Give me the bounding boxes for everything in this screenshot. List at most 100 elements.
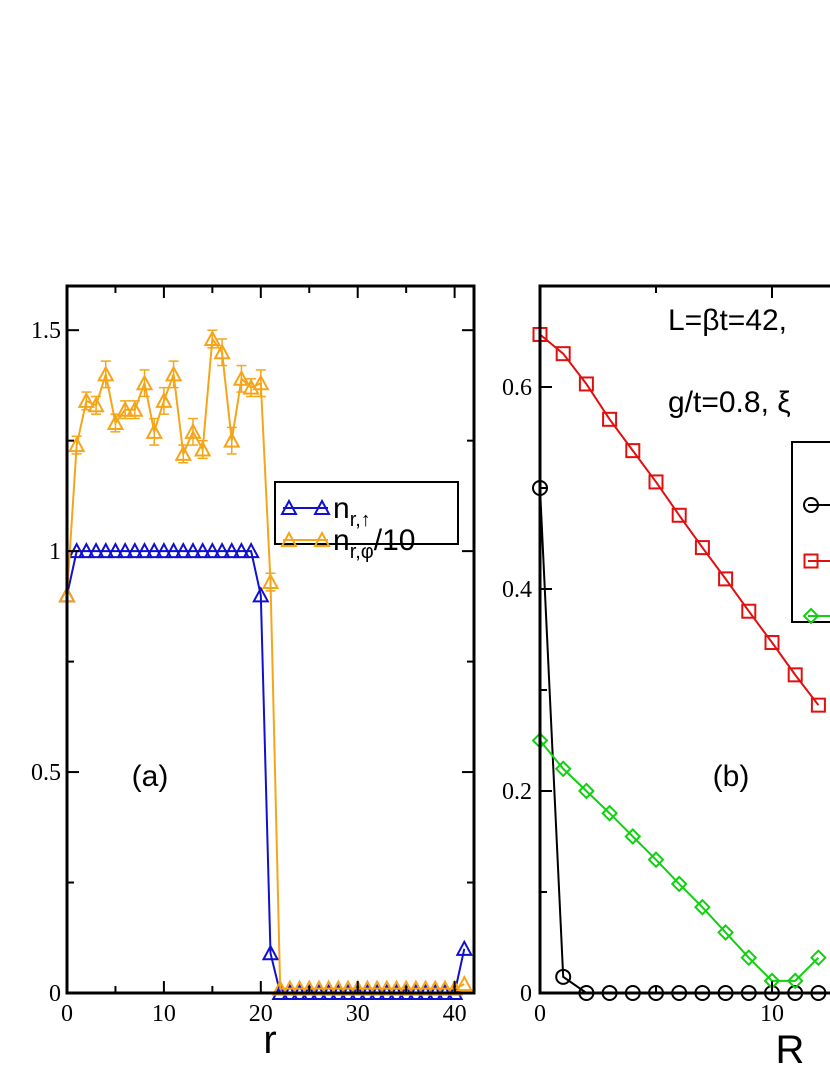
data-point <box>252 586 270 603</box>
legend-marker <box>803 553 819 569</box>
data-point <box>223 542 241 559</box>
y-tick-label-b: 0.4 <box>502 577 532 603</box>
x-tick-label-b: 0 <box>534 1001 546 1027</box>
data-point <box>203 542 222 559</box>
legend-label: nr,φ/10 <box>333 524 416 563</box>
y-tick-label-b: 0.2 <box>502 779 532 805</box>
legend-marker <box>280 498 298 515</box>
data-point <box>155 542 173 559</box>
data-point <box>310 979 328 996</box>
legend-label-tail: /10 <box>374 524 416 557</box>
series-line <box>539 333 820 706</box>
data-point <box>97 542 115 559</box>
data-point <box>145 542 163 559</box>
y-tick-label-b: 0.6 <box>502 375 532 401</box>
data-point <box>455 939 473 956</box>
panel-label-a: (a) <box>132 760 169 793</box>
data-point <box>416 979 435 996</box>
data-point <box>232 369 251 386</box>
data-point <box>77 542 96 559</box>
legend-entry-a-1: nr,φ/10 <box>280 524 416 563</box>
data-point <box>319 979 338 996</box>
data-point <box>694 540 710 556</box>
data-point <box>741 603 757 619</box>
data-point <box>184 422 202 439</box>
data-point <box>232 542 251 559</box>
data-point <box>358 979 377 996</box>
data-point <box>717 923 735 941</box>
legend-marker <box>313 530 331 547</box>
legend-b <box>791 441 830 625</box>
data-point <box>407 979 425 996</box>
y-tick-label-a: 1.5 <box>31 318 61 344</box>
data-point <box>261 944 280 961</box>
data-point <box>261 572 280 590</box>
x-tick-label-a: 20 <box>249 1001 273 1027</box>
x-axis-label-b: R <box>776 1028 805 1072</box>
data-point <box>554 760 572 778</box>
data-point <box>810 697 826 713</box>
data-point <box>339 979 357 996</box>
data-point <box>164 542 183 559</box>
legend-marker <box>313 498 331 515</box>
data-point <box>670 875 688 893</box>
data-point <box>426 979 444 996</box>
data-point <box>126 542 144 559</box>
legend-marker <box>802 607 820 625</box>
y-tick-label-a: 0 <box>49 981 61 1007</box>
data-point <box>271 979 289 996</box>
data-point <box>329 979 348 996</box>
data-point <box>184 542 202 559</box>
annotation-coupling: g/t=0.8, ξ <box>668 386 791 419</box>
data-point <box>436 979 454 996</box>
data-point <box>213 542 231 559</box>
data-point <box>809 949 827 967</box>
data-point <box>349 979 367 996</box>
data-point <box>578 376 594 392</box>
data-point <box>577 782 595 800</box>
data-point <box>193 440 212 457</box>
panel-a: 0 10 20 30 40 0 0.5 1 1.5 (a) r nr,↑ nr,φ/10 <box>31 284 476 1062</box>
data-point <box>787 667 803 683</box>
legend-box-a <box>274 481 459 545</box>
x-tick-label-a: 10 <box>152 1001 176 1027</box>
data-point <box>625 443 641 459</box>
data-point <box>718 571 734 587</box>
series-line <box>539 739 820 982</box>
data-point <box>764 635 780 651</box>
data-point <box>87 542 105 559</box>
data-point <box>378 979 396 996</box>
legend-a: nr,↑ nr,φ/10 <box>274 481 459 563</box>
legend-label-sub: r,φ <box>350 541 374 563</box>
series-b-2 <box>531 732 827 990</box>
data-point <box>116 542 134 559</box>
data-point <box>281 979 299 996</box>
data-point <box>671 507 687 523</box>
y-tick-label-a: 1 <box>49 539 61 565</box>
data-point <box>145 422 163 439</box>
legend-marker <box>280 530 298 547</box>
data-point <box>624 828 642 845</box>
data-point <box>203 329 222 347</box>
data-point <box>97 365 115 382</box>
data-point <box>601 804 619 822</box>
x-axis-label-a: r <box>263 1018 276 1062</box>
data-point <box>252 374 270 391</box>
x-tick-label-a: 0 <box>61 1001 73 1027</box>
data-point <box>68 435 86 453</box>
data-point <box>740 949 758 967</box>
series-line <box>66 336 465 990</box>
legend-label-main: n <box>333 492 350 525</box>
legend-label-main: n <box>333 524 350 557</box>
data-point <box>106 542 125 559</box>
series-line <box>539 487 819 994</box>
x-tick-label-a: 40 <box>443 1001 467 1027</box>
x-tick-label-a: 30 <box>346 1001 370 1027</box>
series-a-0 <box>58 542 473 1000</box>
series-b-0 <box>532 480 827 1001</box>
data-point <box>135 542 154 559</box>
panel-label-b: (b) <box>713 760 750 793</box>
legend-box-b <box>791 441 830 623</box>
data-point <box>116 400 134 417</box>
data-point <box>397 979 415 996</box>
